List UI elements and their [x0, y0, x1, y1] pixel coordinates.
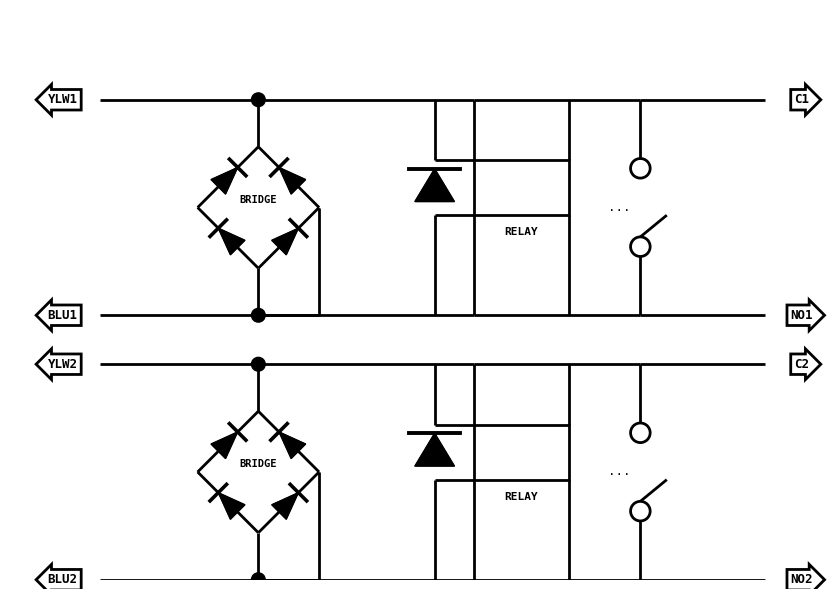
Text: RELAY: RELAY — [504, 492, 538, 502]
Circle shape — [251, 93, 265, 107]
Text: NO1: NO1 — [790, 309, 813, 322]
Text: ...: ... — [607, 465, 630, 478]
Text: BRIDGE: BRIDGE — [239, 194, 277, 204]
Polygon shape — [211, 167, 237, 194]
Polygon shape — [415, 168, 454, 201]
Text: YLW2: YLW2 — [48, 358, 78, 370]
Text: BRIDGE: BRIDGE — [239, 459, 277, 469]
Polygon shape — [211, 432, 237, 459]
Circle shape — [251, 309, 265, 322]
Text: C1: C1 — [793, 93, 808, 106]
Polygon shape — [415, 433, 454, 466]
Text: YLW1: YLW1 — [48, 93, 78, 106]
Text: NO2: NO2 — [790, 573, 813, 586]
Text: RELAY: RELAY — [504, 227, 538, 237]
Circle shape — [251, 358, 265, 371]
Text: BLU2: BLU2 — [48, 573, 78, 586]
Polygon shape — [218, 228, 245, 255]
Polygon shape — [278, 167, 305, 194]
Text: BLU1: BLU1 — [48, 309, 78, 322]
Polygon shape — [218, 492, 245, 519]
Bar — [473, 160, 568, 216]
Polygon shape — [278, 432, 305, 459]
Text: ...: ... — [607, 201, 630, 214]
Circle shape — [251, 573, 265, 587]
Bar — [473, 425, 568, 480]
Text: C2: C2 — [793, 358, 808, 370]
Polygon shape — [272, 228, 298, 255]
Polygon shape — [272, 492, 298, 519]
